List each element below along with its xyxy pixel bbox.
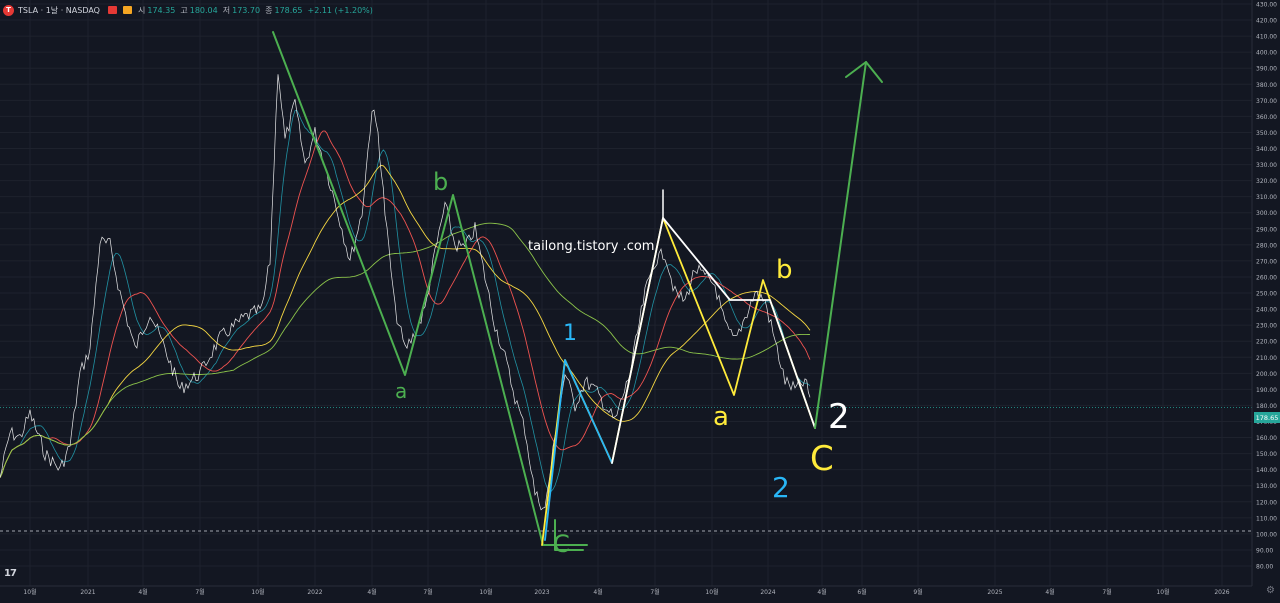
x-tick-label: 10월	[479, 588, 492, 596]
white-2-label[interactable]: 2	[828, 397, 850, 437]
symbol-title[interactable]: TSLA · 1날 · NASDAQ	[18, 5, 100, 15]
change-value: +2.11 (+1.20%)	[307, 5, 373, 15]
y-tick-label: 180.00	[1256, 403, 1277, 410]
y-tick-label: 260.00	[1256, 274, 1277, 281]
y-tick-label: 290.00	[1256, 226, 1277, 233]
y-tick-label: 390.00	[1256, 66, 1277, 73]
y-tick-label: 240.00	[1256, 307, 1277, 314]
green-c-mark[interactable]	[554, 519, 584, 551]
ma-red-line	[0, 130, 811, 478]
y-axis-panel[interactable]	[1252, 0, 1280, 599]
ma-short-line	[0, 110, 811, 492]
x-tick-label: 2025	[987, 589, 1002, 596]
tradingview-logo[interactable]: 17	[4, 568, 17, 579]
x-tick-label: 7월	[650, 588, 659, 596]
blue-2-label[interactable]: 2	[772, 471, 790, 504]
tesla-logo-icon: T	[3, 4, 14, 16]
y-tick-label: 190.00	[1256, 387, 1277, 394]
y-tick-label: 420.00	[1256, 18, 1277, 25]
y-tick-label: 360.00	[1256, 114, 1277, 121]
low-label: 저	[222, 5, 231, 15]
ma-yellow-line	[0, 165, 811, 478]
close-label: 종	[265, 5, 273, 15]
y-tick-label: 330.00	[1256, 162, 1277, 169]
x-tick-label: 2022	[307, 589, 322, 596]
y-tick-label: 120.00	[1256, 499, 1277, 506]
y-tick-label: 250.00	[1256, 291, 1277, 298]
green-wave-line[interactable]	[272, 31, 588, 546]
y-tick-label: 90.00	[1256, 547, 1273, 554]
x-tick-label: 4월	[138, 588, 147, 596]
y-tick-label: 220.00	[1256, 339, 1277, 346]
white-wave-line[interactable]	[611, 217, 816, 464]
blue-wave-line[interactable]	[544, 359, 613, 541]
low-value: 173.70	[232, 5, 261, 15]
x-tick-label: 4월	[367, 588, 376, 596]
ma-green-line	[0, 222, 811, 478]
x-tick-label: 2023	[534, 589, 549, 596]
settings-gear-icon[interactable]: ⚙	[1266, 585, 1275, 596]
symbol-header: T TSLA · 1날 · NASDAQ 시 174.35 고 180.04 저…	[0, 0, 373, 20]
x-tick-label: 2024	[760, 589, 775, 596]
green-a-label[interactable]: a	[395, 379, 407, 403]
x-tick-label: 9월	[913, 588, 922, 596]
x-tick-label: 10월	[251, 588, 264, 596]
x-tick-label: 7월	[195, 588, 204, 596]
y-tick-label: 340.00	[1256, 146, 1277, 153]
yellow-a-label[interactable]: a	[713, 402, 729, 432]
y-tick-label: 430.00	[1256, 2, 1277, 9]
x-tick-label: 7월	[1102, 588, 1111, 596]
y-tick-label: 270.00	[1256, 258, 1277, 265]
high-value: 180.04	[189, 5, 218, 15]
watermark-text: tailong.tistory .com	[528, 239, 654, 254]
x-tick-label: 10월	[23, 588, 36, 596]
y-tick-label: 100.00	[1256, 531, 1277, 538]
yellow-b-label[interactable]: b	[776, 255, 793, 285]
y-tick-label: 380.00	[1256, 82, 1277, 89]
y-tick-label: 320.00	[1256, 178, 1277, 185]
close-value: 178.65	[274, 5, 303, 15]
y-tick-label: 230.00	[1256, 323, 1277, 330]
x-tick-label: 2021	[80, 589, 95, 596]
y-tick-label: 400.00	[1256, 50, 1277, 57]
x-tick-label: 10월	[1156, 588, 1169, 596]
high-label: 고	[180, 5, 188, 15]
y-tick-label: 370.00	[1256, 98, 1277, 105]
green-projection-line[interactable]	[814, 61, 867, 429]
x-tick-label: 6월	[857, 588, 866, 596]
x-tick-label: 2026	[1214, 589, 1229, 596]
x-tick-label: 4월	[1045, 588, 1054, 596]
y-tick-label: 300.00	[1256, 210, 1277, 217]
y-tick-label: 310.00	[1256, 194, 1277, 201]
y-tick-label: 110.00	[1256, 515, 1277, 522]
x-tick-label: 4월	[593, 588, 602, 596]
y-tick-label: 130.00	[1256, 483, 1277, 490]
x-tick-label: 7월	[423, 588, 432, 596]
open-value: 174.35	[147, 5, 176, 15]
y-tick-label: 410.00	[1256, 34, 1277, 41]
green-arrow-head[interactable]	[845, 61, 883, 83]
y-tick-label: 160.00	[1256, 435, 1277, 442]
y-tick-label: 210.00	[1256, 355, 1277, 362]
green-b-label[interactable]: b	[433, 168, 448, 196]
price-series-line	[0, 74, 811, 511]
blue-1-label[interactable]: 1	[563, 321, 577, 346]
flag-icon[interactable]	[107, 6, 117, 14]
green-c-label[interactable]: C	[553, 530, 570, 558]
y-tick-label: 280.00	[1256, 242, 1277, 249]
x-tick-label: 10월	[705, 588, 718, 596]
open-label: 시	[137, 5, 146, 15]
y-tick-label: 350.00	[1256, 130, 1277, 137]
y-tick-label: 80.00	[1256, 564, 1273, 571]
y-tick-label: 200.00	[1256, 371, 1277, 378]
y-tick-label: 140.00	[1256, 467, 1277, 474]
x-tick-label: 4월	[817, 588, 826, 596]
yellow-c-label[interactable]: C	[810, 439, 834, 479]
y-tick-label: 150.00	[1256, 451, 1277, 458]
market-status-icon[interactable]	[122, 6, 132, 14]
last-price-tag: 178.65	[1254, 412, 1280, 423]
